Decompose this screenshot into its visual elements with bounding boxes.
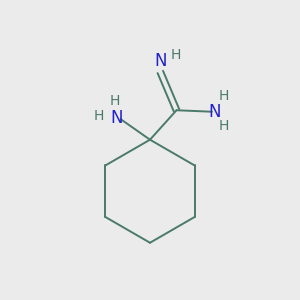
Text: N: N xyxy=(154,52,167,70)
Text: H: H xyxy=(219,89,230,103)
Text: H: H xyxy=(170,48,181,62)
Text: N: N xyxy=(208,103,221,121)
Text: H: H xyxy=(110,94,120,108)
Text: N: N xyxy=(110,109,122,127)
Text: H: H xyxy=(219,119,230,134)
Text: H: H xyxy=(94,109,104,123)
